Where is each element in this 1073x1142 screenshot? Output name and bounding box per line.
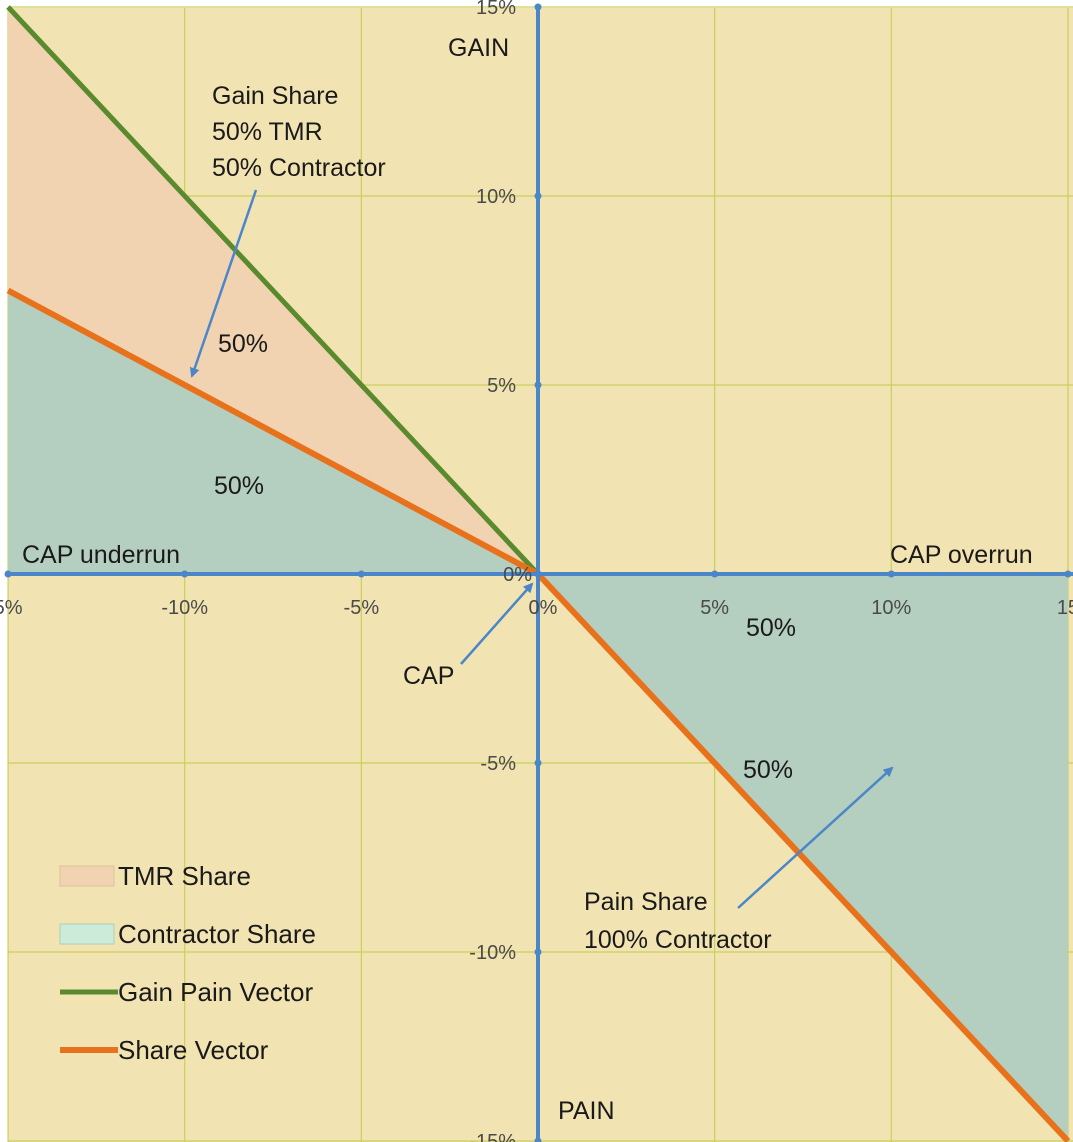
annotation-gain-share-line-2: 50% TMR: [212, 118, 323, 146]
axis-label-pain: PAIN: [558, 1097, 615, 1125]
gain-share-arrow: [189, 189, 258, 378]
y-tick-label: 10%: [476, 186, 516, 208]
x-tick-label: 5%: [700, 597, 729, 619]
legend-label-contractor-share: Contractor Share: [118, 919, 316, 949]
pain-share-arrow: [737, 766, 894, 909]
y-tick-mark: [534, 1137, 542, 1142]
x-tick-mark: [1064, 570, 1072, 578]
annotation-lower-pct-2: 50%: [743, 756, 793, 784]
annotation-pain-share-line-1: Pain Share: [584, 888, 708, 916]
annotation-upper-contractor-pct: 50%: [214, 472, 264, 500]
axis-label-cap-overrun: CAP overrun: [890, 541, 1033, 569]
annotation-upper-tmr-pct: 50%: [218, 330, 268, 358]
y-tick-label: -10%: [469, 942, 516, 964]
x-tick-label: 10%: [871, 597, 911, 619]
cap-arrow: [460, 582, 534, 665]
x-tick-mark: [181, 570, 189, 578]
axes: [4, 3, 1073, 1142]
y-tick-label: 5%: [487, 375, 516, 397]
x-tick-label: -5%: [344, 597, 380, 619]
x-tick-label: -10%: [161, 597, 208, 619]
annotation-lower-pct-1: 50%: [746, 614, 796, 642]
y-tick-mark: [534, 570, 542, 578]
x-tick-mark: [4, 570, 12, 578]
y-tick-label: 15%: [476, 0, 516, 19]
y-tick-mark: [534, 3, 542, 11]
annotation-cap: CAP: [403, 662, 454, 690]
annotation-pain-share-line-2: 100% Contractor: [584, 926, 772, 954]
legend-swatch-tmr-share: [59, 865, 115, 887]
x-tick-mark: [357, 570, 365, 578]
y-tick-label: 0%: [503, 564, 532, 586]
y-tick-label: -15%: [469, 1131, 516, 1142]
y-tick-mark: [534, 948, 542, 956]
annotation-gain-share-line-3: 50% Contractor: [212, 154, 386, 182]
legend-label-share-vector: Share Vector: [118, 1035, 269, 1065]
x-tick-label: 0%: [529, 597, 558, 619]
x-tick-label: 5%: [0, 597, 23, 619]
legend-swatch-contractor-share: [59, 923, 115, 945]
x-tick-mark: [887, 570, 895, 578]
axis-label-gain: GAIN: [448, 34, 509, 62]
legend-label-tmr-share: TMR Share: [118, 861, 251, 891]
x-tick-label: 15: [1057, 597, 1073, 619]
axis-label-cap-underrun: CAP underrun: [22, 541, 180, 569]
legend-label-gain-pain-vector: Gain Pain Vector: [118, 977, 313, 1007]
annotation-gain-share-line-1: Gain Share: [212, 82, 338, 110]
y-tick-mark: [534, 381, 542, 389]
y-tick-label: -5%: [480, 753, 516, 775]
y-tick-mark: [534, 759, 542, 767]
y-tick-mark: [534, 192, 542, 200]
x-tick-mark: [711, 570, 719, 578]
legend: TMR Share Contractor Share Gain Pain Vec…: [59, 861, 316, 1065]
